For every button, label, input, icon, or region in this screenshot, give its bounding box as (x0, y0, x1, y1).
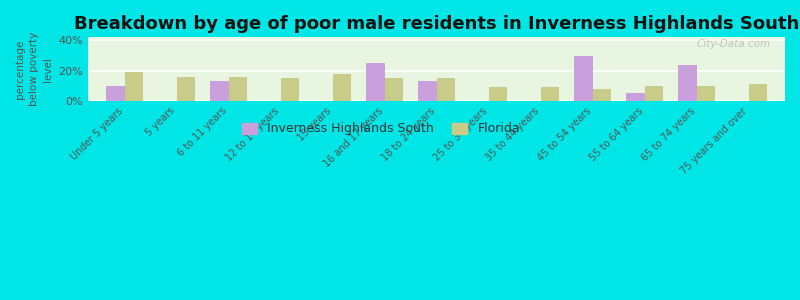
Text: City-Data.com: City-Data.com (697, 39, 771, 49)
Bar (541, 87, 558, 101)
Bar (177, 77, 194, 101)
Bar (574, 56, 593, 101)
Bar (749, 84, 766, 101)
Bar (229, 77, 246, 101)
Bar (645, 86, 662, 101)
Bar (697, 86, 714, 101)
Bar (418, 81, 437, 101)
Bar (366, 63, 385, 101)
Bar (489, 87, 506, 101)
Bar (437, 78, 454, 101)
Title: Breakdown by age of poor male residents in Inverness Highlands South: Breakdown by age of poor male residents … (74, 15, 799, 33)
Bar (106, 86, 125, 101)
Bar (333, 74, 350, 101)
Y-axis label: percentage
below poverty
level: percentage below poverty level (15, 32, 53, 106)
Legend: Inverness Highlands South, Florida: Inverness Highlands South, Florida (237, 118, 525, 140)
Bar (281, 78, 298, 101)
Bar (626, 93, 645, 101)
Bar (385, 78, 402, 101)
Bar (125, 72, 142, 101)
Bar (678, 64, 697, 101)
Bar (593, 89, 610, 101)
Bar (210, 81, 229, 101)
